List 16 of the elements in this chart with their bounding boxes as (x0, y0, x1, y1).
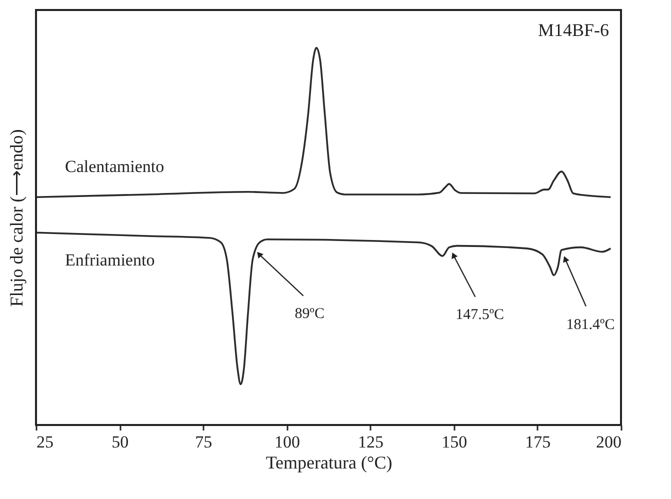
x-tick-label: 25 (36, 432, 54, 452)
x-axis-title: Temperatura (°C) (266, 452, 392, 472)
x-tick-label: 200 (596, 432, 622, 452)
x-tick-label: 100 (274, 432, 300, 452)
annotation: 181.4ºC (566, 316, 615, 333)
x-tick-label: 125 (358, 432, 384, 452)
series-label: Calentamiento (65, 157, 164, 176)
annotation: 147.5ºC (456, 306, 504, 323)
annotation: 89ºC (294, 306, 324, 322)
x-tick-label: 50 (112, 432, 129, 452)
series-label: Enfriamiento (65, 250, 155, 270)
text: M14BF-6 (538, 20, 609, 40)
x-tick-label: 75 (195, 432, 212, 452)
x-tick-label: 150 (442, 432, 468, 452)
x-tick-label: 175 (525, 432, 551, 452)
y-axis-title: Flujo de calor (⟶endo) (6, 129, 26, 307)
